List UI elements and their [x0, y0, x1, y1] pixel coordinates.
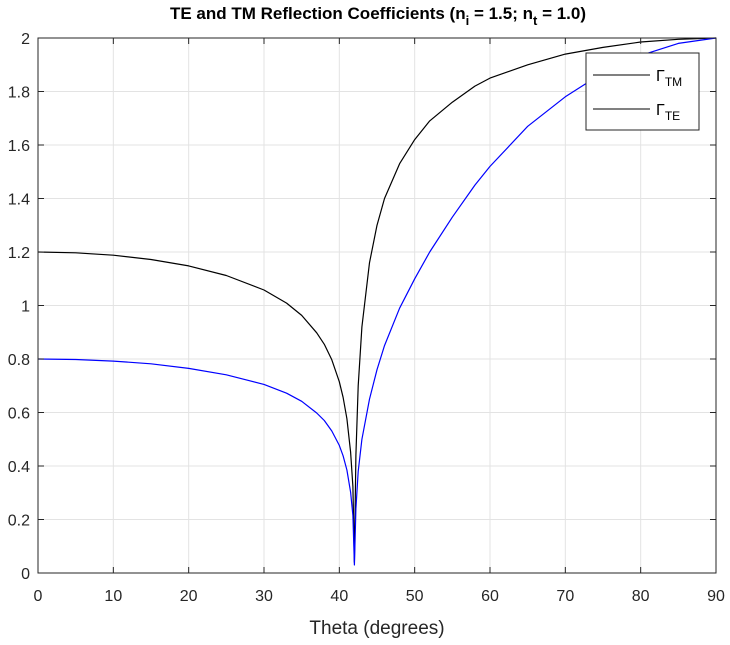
chart-title: TE and TM Reflection Coefficients (ni = … — [170, 4, 586, 28]
y-tick-label: 1.8 — [8, 85, 30, 102]
x-tick-label: 60 — [481, 588, 499, 605]
series-line-tm — [37, 37, 717, 563]
y-tick-label: 1.4 — [8, 192, 30, 209]
legend-label-tm: ΓTM — [656, 68, 682, 89]
x-tick-label: 20 — [180, 588, 198, 605]
y-tick-label: 1.2 — [8, 245, 30, 262]
legend-label-te: ΓTE — [656, 102, 680, 123]
y-tick-label: 2 — [21, 31, 30, 48]
x-tick-labels: 0 10 20 30 40 50 60 70 80 90 — [34, 588, 725, 605]
x-tick-label: 40 — [330, 588, 348, 605]
x-tick-label: 90 — [707, 588, 725, 605]
x-tick-label: 80 — [632, 588, 650, 605]
y-tick-label: 0.4 — [8, 459, 30, 476]
x-tick-label: 30 — [255, 588, 273, 605]
y-tick-label: 1.6 — [8, 138, 30, 155]
y-tick-label: 0 — [21, 566, 30, 583]
x-axis-label: Theta (degrees) — [309, 618, 444, 639]
legend: ΓTM ΓTE — [585, 52, 700, 131]
y-tick-label: 1 — [21, 299, 30, 316]
x-tick-label: 10 — [104, 588, 122, 605]
series-line-te — [37, 37, 717, 566]
x-tick-label: 50 — [406, 588, 424, 605]
y-tick-label: 0.6 — [8, 406, 30, 423]
y-tick-label: 0.2 — [8, 513, 30, 530]
x-tick-label: 0 — [34, 588, 43, 605]
series-layer — [37, 37, 717, 566]
tick-marks — [37, 37, 717, 574]
y-tick-labels: 0 0.2 0.4 0.6 0.8 1 1.2 1.4 1.6 1.8 2 — [8, 31, 30, 583]
x-tick-label: 70 — [556, 588, 574, 605]
legend-box — [585, 52, 700, 131]
y-tick-label: 0.8 — [8, 352, 30, 369]
